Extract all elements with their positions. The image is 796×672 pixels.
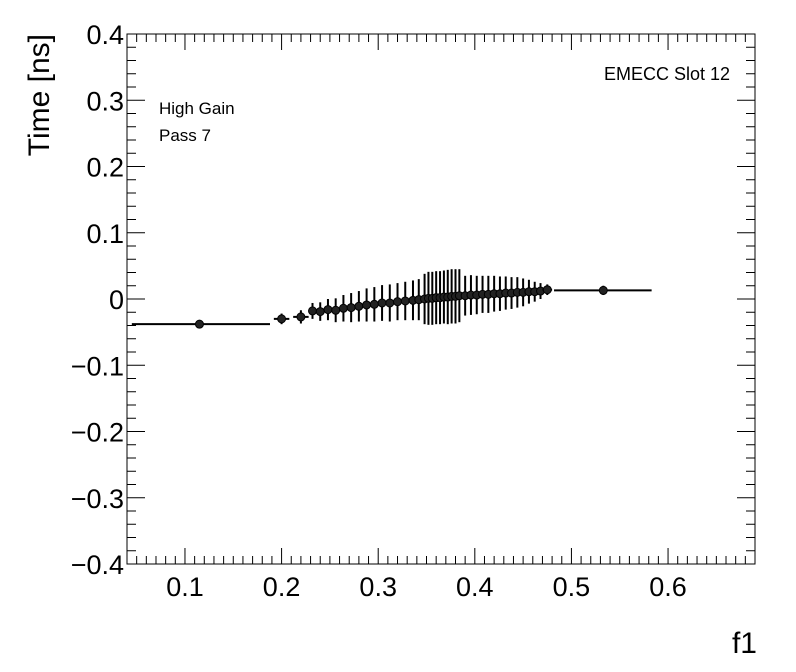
data-point xyxy=(131,319,270,329)
data-point xyxy=(554,285,652,296)
y-axis-title: Time [ns] xyxy=(23,34,56,156)
y-tick-label: −0.2 xyxy=(71,418,124,448)
tick-labels: 0.1 0.2 0.3 0.4 0.5 0.6 −0.4 −0.3 −0.2 −0.1 0 0.1 0.… xyxy=(71,20,687,602)
point-marker xyxy=(377,298,387,308)
data-point xyxy=(346,293,356,323)
y-tick-label: 0.4 xyxy=(86,20,124,50)
data-point xyxy=(293,310,309,324)
y-tick-label: 0 xyxy=(109,285,124,315)
y-tick-label: 0.2 xyxy=(86,153,124,183)
y-tick-label: 0.1 xyxy=(86,219,124,249)
data-point xyxy=(377,285,387,321)
point-marker xyxy=(194,319,204,329)
data-point xyxy=(518,278,528,307)
y-tick-label: −0.1 xyxy=(71,351,124,381)
point-marker xyxy=(369,299,379,309)
point-marker xyxy=(400,296,410,306)
x-tick-label: 0.5 xyxy=(553,572,591,602)
point-marker xyxy=(277,314,287,324)
x-tick-label: 0.1 xyxy=(166,572,204,602)
pass-annotation: Pass 7 xyxy=(159,126,211,145)
x-tick-label: 0.4 xyxy=(456,572,494,602)
point-marker xyxy=(354,301,364,311)
y-tick-label: −0.4 xyxy=(71,550,124,580)
data-point xyxy=(542,284,553,296)
data-point xyxy=(408,280,418,321)
x-tick-label: 0.2 xyxy=(263,572,301,602)
x-axis-title: f1 xyxy=(732,627,757,660)
point-marker xyxy=(346,303,356,313)
point-marker xyxy=(315,307,325,317)
x-tick-label: 0.6 xyxy=(649,572,687,602)
gain-annotation: High Gain xyxy=(159,99,235,118)
point-marker xyxy=(542,285,552,295)
data-point xyxy=(385,284,395,322)
point-marker xyxy=(296,312,306,322)
y-tick-label: 0.3 xyxy=(86,86,124,116)
axis-ticks xyxy=(126,33,756,565)
data-point xyxy=(331,298,341,323)
point-marker xyxy=(308,306,318,316)
point-marker xyxy=(393,297,403,307)
point-marker xyxy=(323,305,333,315)
data-point xyxy=(273,313,290,325)
point-marker xyxy=(598,285,608,295)
point-marker xyxy=(385,298,395,308)
data-point xyxy=(400,281,410,321)
point-marker xyxy=(362,300,372,310)
plot-frame xyxy=(126,33,756,565)
data-points xyxy=(131,269,652,329)
x-tick-label: 0.3 xyxy=(359,572,397,602)
y-tick-label: −0.3 xyxy=(71,484,124,514)
point-marker xyxy=(338,303,348,313)
point-marker xyxy=(331,305,341,315)
data-point xyxy=(362,288,372,322)
slot-annotation: EMECC Slot 12 xyxy=(604,64,730,84)
